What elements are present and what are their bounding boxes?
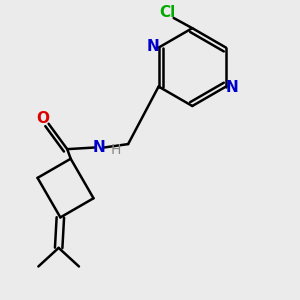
Text: N: N	[226, 80, 238, 95]
Text: H: H	[110, 143, 121, 157]
Text: Cl: Cl	[159, 5, 175, 20]
Text: O: O	[36, 110, 50, 125]
Text: N: N	[146, 39, 159, 54]
Text: N: N	[93, 140, 106, 155]
